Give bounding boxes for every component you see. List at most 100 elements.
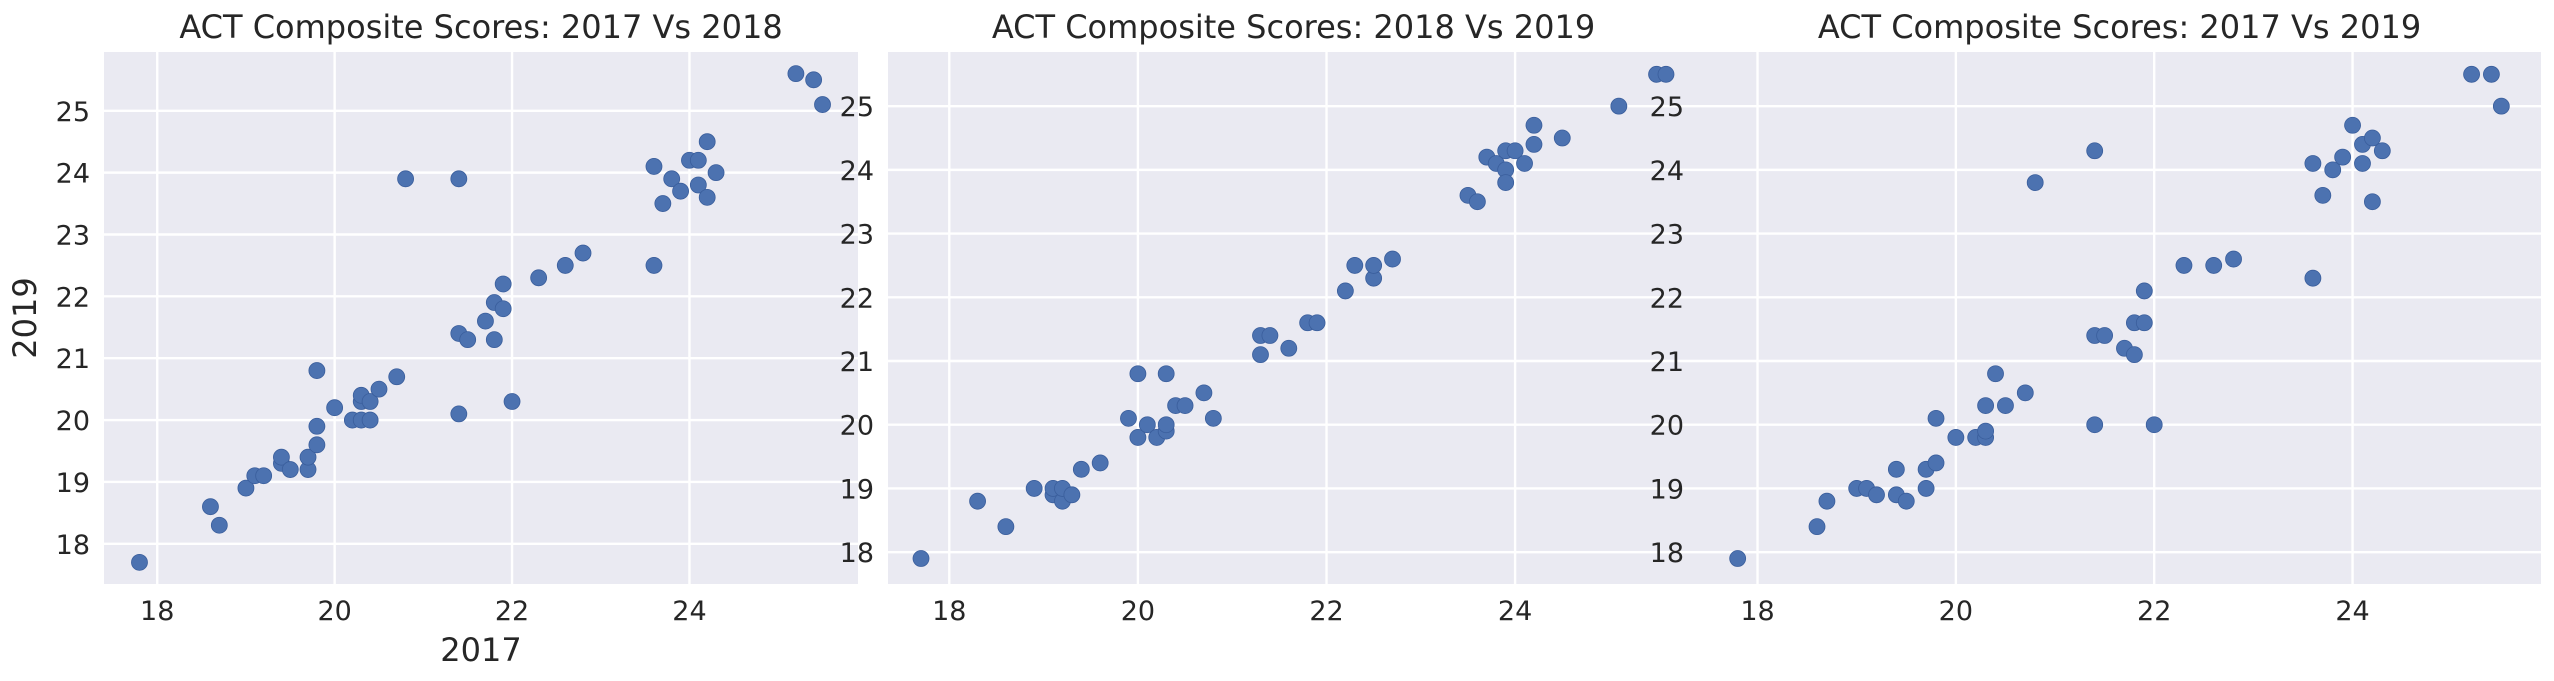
scatter-point <box>1157 416 1175 434</box>
scatter-point <box>2086 416 2104 434</box>
scatter-point <box>2135 314 2153 332</box>
scatter-point <box>654 195 672 212</box>
scatter-point <box>1657 65 1675 83</box>
y-tick-label: 18 <box>1650 538 1684 569</box>
scatter-point <box>663 170 681 188</box>
scatter-point <box>1977 397 1995 415</box>
scatter-point <box>1157 365 1175 383</box>
scatter-panel-2017-vs-2019: 18 20 22 24 18 19 20 21 22 23 24 25 ACT Composite Sc… <box>1650 8 2541 627</box>
x-tick-label: 22 <box>2137 596 2171 627</box>
scatter-point <box>1897 492 1915 510</box>
x-tick-label: 20 <box>317 596 351 627</box>
scatter-point <box>1204 409 1222 427</box>
scatter-panel-2018-vs-2019: 18 20 22 24 18 19 20 21 22 23 24 25 ACT Composite Sc… <box>840 8 1699 627</box>
scatter-point <box>698 133 716 151</box>
scatter-point <box>805 71 823 89</box>
scatter-point <box>2363 129 2381 147</box>
y-tick-label: 21 <box>840 347 874 378</box>
x-tick-label: 24 <box>1498 596 1532 627</box>
scatter-point <box>485 331 503 349</box>
scatter-point <box>698 188 716 206</box>
chart-title: ACT Composite Scores: 2017 Vs 2019 <box>1818 8 2421 46</box>
x-tick-label: 18 <box>140 596 174 627</box>
scatter-point <box>2304 269 2322 287</box>
scatter-point <box>397 170 415 188</box>
scatter-point <box>450 170 468 188</box>
scatter-point <box>2125 346 2143 364</box>
scatter-point <box>1553 129 1571 147</box>
scatter-point <box>1525 135 1543 153</box>
scatter-point <box>1091 454 1109 472</box>
x-axis-label: 2017 <box>440 631 521 669</box>
scatter-point <box>689 176 707 194</box>
y-tick-label: 20 <box>840 411 874 442</box>
scatter-point <box>308 362 326 379</box>
scatter-point <box>308 417 326 435</box>
scatter-point <box>1927 409 1945 427</box>
x-tick-label: 20 <box>1121 596 1155 627</box>
scatter-point <box>2026 174 2044 192</box>
scatter-point <box>210 516 228 534</box>
y-tick-label: 25 <box>1650 92 1684 123</box>
scatter-point <box>2096 327 2114 344</box>
scatter-point <box>237 479 255 497</box>
scatter-point <box>1818 492 1836 510</box>
y-tick-label: 25 <box>56 97 90 128</box>
scatter-point <box>1176 397 1194 415</box>
scatter-point <box>1129 429 1147 446</box>
scatter-point <box>1280 339 1298 357</box>
scatter-point <box>1120 409 1137 427</box>
x-tick-label: 18 <box>932 596 966 627</box>
scatter-point <box>2483 65 2500 83</box>
y-tick-label: 23 <box>840 220 874 251</box>
x-tick-label: 24 <box>672 596 706 627</box>
scatter-point <box>388 368 406 386</box>
scatter-point <box>2135 282 2153 300</box>
y-tick-label: 19 <box>840 474 874 505</box>
scatter-point <box>2086 142 2104 160</box>
scatter-point <box>1138 416 1156 434</box>
y-tick-label: 23 <box>56 220 90 251</box>
y-tick-label: 22 <box>1650 283 1684 314</box>
scatter-point <box>672 182 689 200</box>
y-tick-label: 18 <box>840 538 874 569</box>
scatter-point <box>1610 97 1628 115</box>
scatter-point <box>1947 429 1965 446</box>
scatter-point <box>2314 186 2332 204</box>
scatter-point <box>1887 460 1905 478</box>
scatter-point <box>1195 384 1213 402</box>
scatter-point <box>273 448 290 466</box>
chart-title: ACT Composite Scores: 2017 Vs 2018 <box>179 8 782 46</box>
scatter-point <box>2492 97 2510 115</box>
y-tick-label: 22 <box>56 282 90 313</box>
scatter-point <box>1346 257 1364 274</box>
scatter-point <box>1365 257 1383 274</box>
scatter-point <box>131 553 148 571</box>
plot-area <box>888 52 1699 584</box>
scatter-point <box>477 312 494 330</box>
scatter-point <box>1516 155 1533 172</box>
y-tick-label: 18 <box>56 530 90 561</box>
scatter-point <box>1261 327 1279 344</box>
scatter-panel-2017-vs-2018: 18 20 22 24 18 19 20 21 22 23 24 25 ACT Composite Sc… <box>6 8 858 669</box>
scatter-point <box>281 461 299 478</box>
scatter-point <box>2363 193 2381 211</box>
scatter-point <box>1506 142 1524 160</box>
y-axis-label: 2019 <box>6 277 44 358</box>
scatter-point <box>1497 174 1515 192</box>
scatter-point <box>255 467 273 485</box>
scatter-point <box>2334 148 2352 166</box>
scatter-point <box>645 257 663 274</box>
x-tick-label: 24 <box>2335 596 2369 627</box>
scatter-point <box>370 380 388 398</box>
y-tick-label: 20 <box>1650 411 1684 442</box>
y-tick-label: 24 <box>1650 156 1684 187</box>
scatter-point <box>1987 365 2004 383</box>
scatter-point <box>1525 116 1543 134</box>
plot-area <box>1698 52 2541 584</box>
scatter-point <box>202 498 219 516</box>
scatter-point <box>707 164 725 182</box>
y-tick-label: 19 <box>1650 474 1684 505</box>
scatter-point <box>1252 346 1269 364</box>
scatter-point <box>2304 155 2322 172</box>
